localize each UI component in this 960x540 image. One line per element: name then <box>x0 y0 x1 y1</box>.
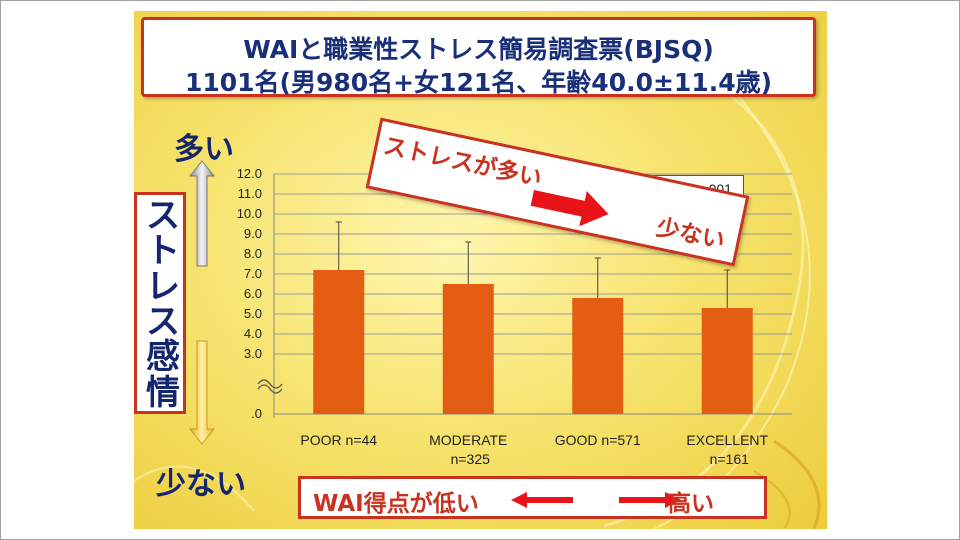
slide: WAIと職業性ストレス簡易調査票(BJSQ) 1101名(男980名+女121名… <box>134 11 827 529</box>
bar <box>313 270 365 414</box>
x-category-label: POOR n=44 <box>300 432 377 448</box>
right-arrow-icon <box>530 190 609 227</box>
y-direction-arrows <box>188 160 216 445</box>
x-category-label: n=161 <box>710 451 750 467</box>
arrow-up-icon <box>188 160 216 267</box>
arrow-down-icon <box>188 340 216 445</box>
y-axis-label-box: ストレス感情 <box>134 192 186 414</box>
title-line-2: 1101名(男980名+女121名、年齢40.0±11.4歳) <box>184 68 773 97</box>
right-arrow-icon <box>619 492 681 508</box>
banner-label-few: 少ない <box>654 214 728 255</box>
title-line-1: WAIと職業性ストレス簡易調査票(BJSQ) <box>243 35 714 64</box>
y-tick-label: 7.0 <box>244 266 262 281</box>
y-tick-label: 4.0 <box>244 326 262 341</box>
y-axis-label: ストレス感情 <box>146 196 180 413</box>
y-tick-label: 9.0 <box>244 226 262 241</box>
axis-break-icon <box>257 379 283 394</box>
y-tick-label: 8.0 <box>244 246 262 261</box>
bar-chart: .0 3.0 4.0 5.0 6.0 7.0 8.0 9.0 10.0 11.0 12.0 POOR … <box>237 166 792 467</box>
trend-banner: ストレスが多い 少ない <box>365 117 750 267</box>
left-arrow-icon <box>511 492 573 508</box>
x-label-low: WAI得点が低い <box>313 491 479 517</box>
y-tick-label: 11.0 <box>238 186 262 201</box>
x-category-label: n=325 <box>451 451 491 467</box>
x-direction-box: WAI得点が低い 高い <box>298 476 767 519</box>
label-many: 多い <box>174 132 234 167</box>
x-category-label: MODERATE <box>429 432 507 448</box>
x-category-label: EXCELLENT <box>686 432 768 448</box>
y-tick-label: 5.0 <box>244 306 262 321</box>
y-tick-label: .0 <box>251 406 262 421</box>
y-tick-label: 6.0 <box>244 286 262 301</box>
y-tick-label: 10.0 <box>237 206 262 221</box>
x-label-high: 高い <box>668 491 714 517</box>
label-few: 少ない <box>156 467 246 502</box>
title-box: WAIと職業性ストレス簡易調査票(BJSQ) 1101名(男980名+女121名… <box>141 17 816 97</box>
bar <box>442 284 494 414</box>
bar <box>701 308 753 414</box>
y-tick-label: 3.0 <box>244 346 262 361</box>
bar <box>572 298 624 414</box>
x-category-label: GOOD n=571 <box>555 432 641 448</box>
y-tick-label: 12.0 <box>237 166 262 181</box>
